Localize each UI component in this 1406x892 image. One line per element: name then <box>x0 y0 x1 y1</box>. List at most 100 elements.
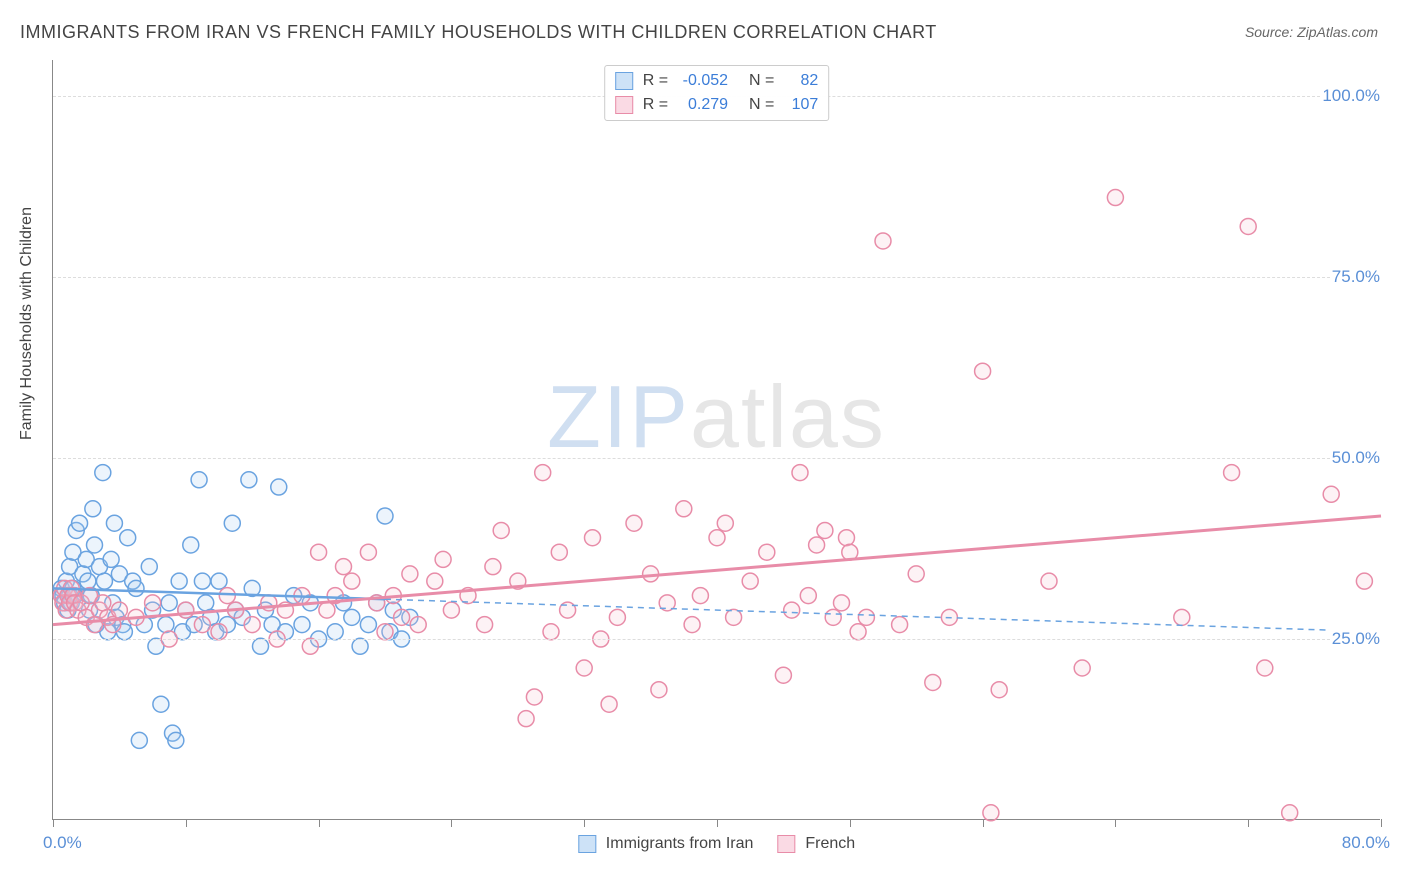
data-point <box>983 805 999 821</box>
x-axis-min-label: 0.0% <box>43 833 82 853</box>
chart-title: IMMIGRANTS FROM IRAN VS FRENCH FAMILY HO… <box>20 22 937 43</box>
data-point <box>493 522 509 538</box>
data-point <box>183 537 199 553</box>
data-point <box>1224 465 1240 481</box>
data-point <box>435 551 451 567</box>
swatch-iran-icon <box>578 835 596 853</box>
data-point <box>1074 660 1090 676</box>
data-point <box>111 602 127 618</box>
data-point <box>96 573 112 589</box>
data-point <box>194 573 210 589</box>
data-point <box>224 515 240 531</box>
legend-label-iran: Immigrants from Iran <box>606 835 754 853</box>
data-point <box>676 501 692 517</box>
data-point <box>294 617 310 633</box>
data-point <box>684 617 700 633</box>
data-point <box>211 624 227 640</box>
x-axis-max-label: 80.0% <box>1342 833 1390 853</box>
gridline <box>53 277 1380 278</box>
data-point <box>585 530 601 546</box>
data-point <box>402 566 418 582</box>
data-point <box>875 233 891 249</box>
y-axis-label: Family Households with Children <box>18 207 36 440</box>
data-point <box>191 472 207 488</box>
data-point <box>576 660 592 676</box>
data-point <box>1041 573 1057 589</box>
data-point <box>991 682 1007 698</box>
y-tick-label: 100.0% <box>1320 86 1382 106</box>
data-point <box>526 689 542 705</box>
x-tick <box>186 819 187 827</box>
x-tick <box>451 819 452 827</box>
data-point <box>850 624 866 640</box>
data-point <box>360 617 376 633</box>
data-point <box>253 638 269 654</box>
data-point <box>609 609 625 625</box>
data-point <box>892 617 908 633</box>
data-point <box>85 501 101 517</box>
data-point <box>178 602 194 618</box>
chart-svg <box>53 60 1380 819</box>
data-point <box>692 588 708 604</box>
data-point <box>775 667 791 683</box>
regression-line-extrapolated <box>385 599 1381 632</box>
data-point <box>726 609 742 625</box>
legend-item-iran: Immigrants from Iran <box>578 835 754 853</box>
gridline <box>53 458 1380 459</box>
data-point <box>394 609 410 625</box>
data-point <box>838 530 854 546</box>
data-point <box>171 573 187 589</box>
x-tick <box>850 819 851 827</box>
correlation-legend: R =-0.052 N =82 R =0.279 N =107 <box>604 65 830 121</box>
data-point <box>834 595 850 611</box>
x-tick <box>717 819 718 827</box>
data-point <box>858 609 874 625</box>
data-point <box>427 573 443 589</box>
data-point <box>1174 609 1190 625</box>
data-point <box>271 479 287 495</box>
data-point <box>87 537 103 553</box>
data-point <box>302 638 318 654</box>
data-point <box>141 559 157 575</box>
data-point <box>352 638 368 654</box>
data-point <box>792 465 808 481</box>
data-point <box>1240 218 1256 234</box>
data-point <box>211 573 227 589</box>
data-point <box>1282 805 1298 821</box>
legend-item-french: French <box>777 835 855 853</box>
data-point <box>145 595 161 611</box>
swatch-french <box>615 96 633 114</box>
legend-row-french: R =0.279 N =107 <box>615 93 819 117</box>
x-tick <box>1381 819 1382 827</box>
x-tick <box>53 819 54 827</box>
data-point <box>168 732 184 748</box>
swatch-french-icon <box>777 835 795 853</box>
data-point <box>1323 486 1339 502</box>
data-point <box>784 602 800 618</box>
data-point <box>1107 190 1123 206</box>
data-point <box>95 595 111 611</box>
data-point <box>759 544 775 560</box>
data-point <box>360 544 376 560</box>
x-tick <box>1248 819 1249 827</box>
data-point <box>153 696 169 712</box>
data-point <box>327 624 343 640</box>
data-point <box>975 363 991 379</box>
y-tick-label: 75.0% <box>1330 267 1382 287</box>
y-tick-label: 25.0% <box>1330 629 1382 649</box>
data-point <box>344 609 360 625</box>
data-point <box>817 522 833 538</box>
data-point <box>131 732 147 748</box>
data-point <box>319 602 335 618</box>
data-point <box>377 624 393 640</box>
data-point <box>800 588 816 604</box>
data-point <box>925 674 941 690</box>
data-point <box>72 515 88 531</box>
data-point <box>120 530 136 546</box>
data-point <box>344 573 360 589</box>
data-point <box>651 682 667 698</box>
data-point <box>477 617 493 633</box>
plot-area: ZIPatlas R =-0.052 N =82 R =0.279 N =107… <box>52 60 1380 820</box>
data-point <box>95 465 111 481</box>
data-point <box>194 617 210 633</box>
